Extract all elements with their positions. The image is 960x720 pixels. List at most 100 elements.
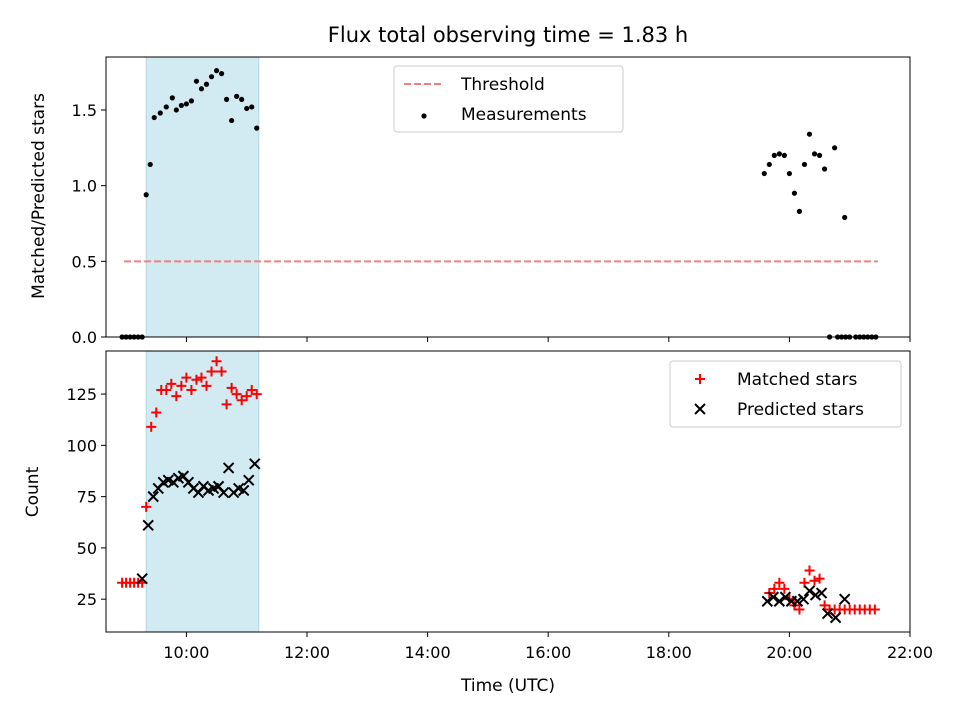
- series-0-point-8: [151, 114, 157, 121]
- series-0-point-19: [208, 74, 215, 80]
- series-0-point-20: [211, 356, 222, 367]
- series-1-point-22: [249, 458, 261, 470]
- series-0-point-29: [761, 170, 767, 177]
- y-tick-label: 50: [77, 539, 97, 558]
- y-tick-label: 75: [77, 488, 97, 507]
- series-0-point-27: [246, 384, 257, 395]
- y-tick-label: 25: [77, 590, 97, 609]
- axes-frame: [105, 56, 911, 338]
- axes-frame: [105, 350, 911, 633]
- series-1-point-32: [815, 587, 828, 599]
- series-0-point-25: [236, 395, 247, 406]
- series-0-point-32: [776, 151, 782, 157]
- x-tick-label: 10:00: [163, 643, 209, 662]
- series-1-point-0: [136, 572, 148, 585]
- legend-label: Threshold: [460, 75, 545, 95]
- series-0-point-31: [771, 152, 777, 158]
- top-y-axis-label: Matched/Predicted stars: [29, 93, 49, 299]
- series-1-point-21: [243, 474, 255, 486]
- series-1-point-34: [829, 611, 842, 624]
- legend-label: Measurements: [461, 105, 587, 125]
- series-0-point-13: [178, 102, 184, 109]
- series-0-point-30: [766, 161, 772, 168]
- series-0-point-13: [176, 380, 187, 391]
- series-0-point-35: [794, 604, 805, 615]
- series-0-point-28: [254, 125, 260, 131]
- series-1-point-25: [773, 595, 786, 607]
- series-0-point-37: [801, 161, 808, 168]
- series-0-point-10: [163, 104, 169, 110]
- series-0-point-16: [191, 374, 202, 385]
- y-tick-label: 125: [66, 385, 97, 404]
- x-tick-label: 16:00: [525, 643, 571, 662]
- top-panel: 0.0 0.5 1.0 1.5 Threshold Measurements: [72, 56, 911, 347]
- series-0-point-16: [193, 78, 200, 84]
- series-0-point-17: [198, 86, 205, 92]
- legend-label: Matched stars: [737, 370, 857, 390]
- legend-swatch: [695, 374, 705, 384]
- series-1-point-2: [147, 490, 159, 503]
- x-tick-label: 22:00: [887, 643, 933, 662]
- series-0-point-22: [221, 399, 232, 410]
- shaded-interval: [145, 350, 260, 633]
- series-0-point-11: [169, 95, 175, 101]
- series-0-point-17: [196, 372, 207, 383]
- legend-label: Predicted stars: [737, 400, 864, 420]
- series-1-point-30: [803, 585, 816, 597]
- series-0-point-14: [181, 372, 192, 383]
- y-tick-label: 0.0: [72, 328, 97, 347]
- series-0-point-24: [231, 389, 242, 400]
- series-0-point-26: [244, 105, 250, 112]
- series-0-point-14: [183, 101, 189, 107]
- series-0-point-38: [806, 131, 813, 137]
- series-0-point-22: [224, 96, 230, 102]
- series-1-point-24: [767, 591, 780, 603]
- x-tick-label: 20:00: [766, 643, 812, 662]
- series-0-point-7: [147, 161, 153, 168]
- y-tick-label: 1.0: [72, 177, 97, 196]
- series-0-point-11: [166, 378, 177, 389]
- series-0-point-28: [251, 389, 262, 400]
- chart-title: Flux total observing time = 1.83 h: [328, 23, 688, 47]
- series-0-point-37: [804, 565, 815, 576]
- series-1-point-20: [237, 484, 250, 497]
- series-0-point-18: [203, 81, 210, 87]
- y-tick-label: 1.5: [72, 101, 97, 120]
- series-0-point-31: [774, 577, 785, 588]
- series-0-point-6: [141, 501, 152, 512]
- series-0-point-50: [869, 604, 880, 615]
- series-1-point-23: [761, 595, 773, 607]
- bottom-y-axis-label: Count: [23, 466, 43, 517]
- series-0-point-23: [226, 382, 237, 393]
- series-1-point-35: [838, 593, 851, 605]
- series-0-point-6: [143, 192, 149, 198]
- x-tick-label: 14:00: [405, 643, 451, 662]
- x-axis-label: Time (UTC): [460, 676, 555, 696]
- series-0-point-23: [229, 117, 235, 124]
- series-0-point-19: [206, 366, 217, 377]
- series-0-point-26: [241, 391, 252, 402]
- series-1-point-16: [217, 486, 230, 499]
- y-tick-label: 0.5: [72, 252, 97, 271]
- series-0-point-39: [811, 151, 818, 157]
- legend-swatch: [694, 403, 706, 415]
- series-0-point-38: [809, 575, 820, 586]
- series-1-point-17: [222, 462, 235, 474]
- series-0-point-42: [832, 145, 838, 151]
- x-tick-label: 12:00: [284, 643, 330, 662]
- series-1-point-33: [821, 607, 834, 620]
- series-0-point-40: [819, 600, 830, 611]
- series-1-point-29: [797, 593, 810, 605]
- series-0-point-39: [814, 573, 825, 584]
- series-0-point-21: [216, 366, 227, 377]
- series-0-point-15: [188, 98, 195, 104]
- series-0-point-27: [249, 104, 255, 110]
- legend: Matched stars Predicted stars: [669, 360, 902, 428]
- series-0-point-9: [157, 110, 163, 116]
- series-0-point-8: [151, 407, 162, 418]
- series-1-point-28: [791, 595, 804, 607]
- series-0-point-40: [816, 152, 823, 158]
- y-tick-label: 100: [66, 436, 97, 455]
- x-tick-label: 18:00: [646, 643, 692, 662]
- series-0-point-20: [213, 68, 220, 74]
